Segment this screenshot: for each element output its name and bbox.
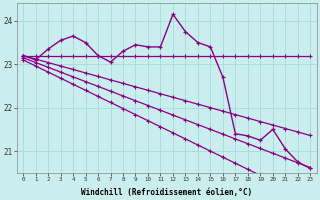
X-axis label: Windchill (Refroidissement éolien,°C): Windchill (Refroidissement éolien,°C) bbox=[81, 188, 252, 197]
